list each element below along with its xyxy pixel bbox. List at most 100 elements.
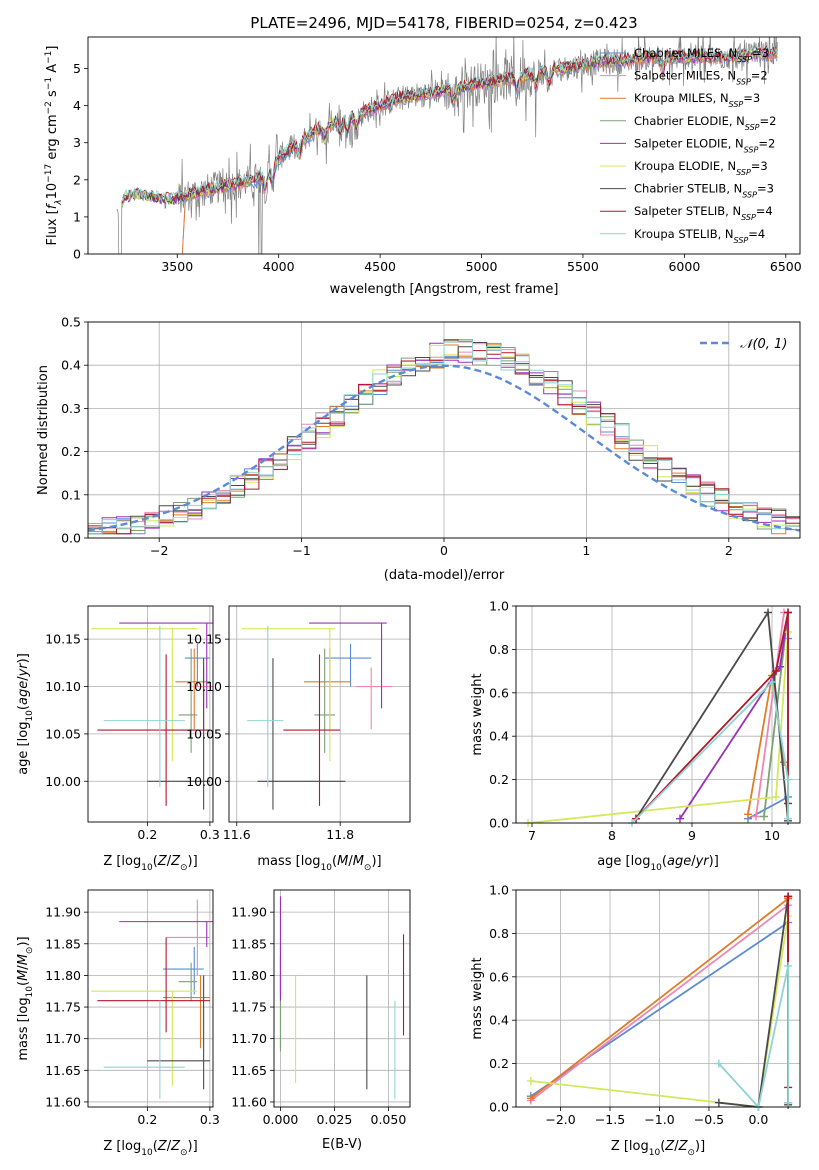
y-tick-label: 0.2 bbox=[489, 772, 509, 787]
y-tick-label: 11.90 bbox=[45, 905, 81, 920]
mass-weight-line-kroupa_elodie bbox=[530, 915, 789, 1107]
x-tick-label: 0.050 bbox=[371, 1112, 407, 1127]
residuals-x-label: (data-model)/error bbox=[384, 568, 505, 583]
age-vs-Z-panel: 0.2 0.3 10.00 10.05 10.10 10.15 Z [log10(Z/Z⊙)… bbox=[16, 605, 220, 873]
legend-label: Salpeter ELODIE, NSSP=2 bbox=[634, 136, 775, 154]
mass-weight-vs-Z-panel-y-label: mass weight bbox=[470, 957, 485, 1039]
axes-frame bbox=[515, 605, 801, 824]
y-tick-label: 0.0 bbox=[61, 531, 81, 546]
mass-weight-marker-kroupa_elodie bbox=[526, 1076, 535, 1085]
y-tick-label: 11.70 bbox=[45, 1031, 81, 1046]
x-tick-label: 0.000 bbox=[263, 1112, 299, 1127]
legend-label: Salpeter MILES, NSSP=2 bbox=[634, 69, 768, 87]
y-tick-label: 11.60 bbox=[231, 1094, 267, 1109]
y-tick-label: 11.85 bbox=[45, 936, 81, 951]
mass-weight-marker-kroupa_miles bbox=[526, 1094, 535, 1103]
normal-curve bbox=[88, 364, 800, 532]
mass-weight-line-kroupa_miles bbox=[530, 897, 789, 1100]
mass-weight-marker-kroupa_elodie bbox=[772, 792, 780, 801]
y-tick-label: 0.5 bbox=[61, 315, 81, 330]
mass-weight-line-salpeter_miles bbox=[755, 612, 785, 817]
x-tick-label: 6000 bbox=[668, 259, 700, 274]
mass-weight-marker-salpeter_stelib bbox=[772, 667, 780, 676]
legend-label: Chabrier ELODIE, NSSP=2 bbox=[634, 114, 776, 132]
residual-histogram-kroupa_stelib bbox=[88, 340, 800, 535]
legend-label: Chabrier STELIB, NSSP=3 bbox=[634, 182, 774, 200]
y-tick-label: 11.60 bbox=[45, 1094, 81, 1109]
x-tick-label: 0.0 bbox=[748, 1112, 768, 1127]
observed-spectrum bbox=[116, 37, 778, 254]
legend-label: Kroupa ELODIE, NSSP=3 bbox=[634, 159, 768, 177]
legend-label: Kroupa STELIB, NSSP=4 bbox=[634, 227, 765, 245]
x-tick-label: 4500 bbox=[364, 259, 396, 274]
legend-label: Kroupa MILES, NSSP=3 bbox=[634, 91, 760, 109]
y-tick-label: 10.00 bbox=[186, 774, 222, 789]
x-tick-label: 11.8 bbox=[326, 827, 354, 842]
axes-frame bbox=[228, 605, 411, 823]
mass-weight-marker-chabrier_stelib bbox=[764, 608, 772, 617]
age-vs-Z-x-label: Z [log10(Z/Z⊙)] bbox=[103, 854, 197, 873]
y-tick-label: 0.4 bbox=[61, 358, 81, 373]
y-tick-label: 0.8 bbox=[489, 642, 509, 657]
mass-weight-marker-salpeter_elodie bbox=[676, 814, 684, 823]
x-tick-label: 0.2 bbox=[137, 827, 157, 842]
y-tick-label: 0.2 bbox=[489, 1056, 509, 1071]
y-tick-label: 3 bbox=[73, 135, 81, 150]
y-tick-label: 10.00 bbox=[45, 774, 81, 789]
x-tick-label: 4000 bbox=[263, 259, 295, 274]
spectrum-x-label: wavelength [Angstrom, rest frame] bbox=[330, 282, 559, 297]
legend-label: Salpeter STELIB, NSSP=4 bbox=[634, 204, 773, 222]
model-spectrum-kroupa_stelib bbox=[122, 46, 778, 202]
mass-vs-ebv-x-label: E(B-V) bbox=[322, 1137, 362, 1152]
y-tick-label: 0.2 bbox=[61, 444, 81, 459]
y-tick-label: 11.90 bbox=[231, 905, 267, 920]
x-tick-label: −2 bbox=[150, 543, 168, 558]
mass-weight-vs-age-panel: 7 8 9 10 0.0 0.2 0.4 0.6 0.8 1.0 mass weight age [l… bbox=[470, 599, 801, 873]
age-vs-mass-panel: 11.6 11.8 10.00 10.05 10.10 10.15 mass [log10(… bbox=[186, 605, 411, 873]
mass-vs-ebv-panel: 0.000 0.025 0.050 11.60 11.65 11.70 11.75 11.80… bbox=[231, 889, 411, 1152]
y-tick-label: 0.0 bbox=[489, 1100, 509, 1115]
y-tick-label: 10.15 bbox=[186, 632, 222, 647]
y-tick-label: 10.05 bbox=[186, 726, 222, 741]
x-tick-label: −1.5 bbox=[595, 1112, 625, 1127]
y-tick-label: 10.10 bbox=[45, 679, 81, 694]
mass-weight-line-kroupa_stelib bbox=[718, 965, 789, 1107]
x-tick-label: 8 bbox=[608, 828, 616, 843]
spectrum-y-label: Flux [fλ10−17 erg cm−2 s−1 A−1] bbox=[44, 46, 64, 246]
axes-frame bbox=[87, 605, 214, 823]
age-vs-Z-y-label: age [log10(age/yr)] bbox=[16, 653, 35, 775]
y-tick-label: 11.80 bbox=[45, 968, 81, 983]
y-tick-label: 0.4 bbox=[489, 729, 509, 744]
y-tick-label: 10.10 bbox=[186, 679, 222, 694]
mass-weight-marker-kroupa_stelib bbox=[784, 814, 792, 823]
x-tick-label: 0.2 bbox=[137, 1112, 157, 1127]
mass-weight-marker-salpeter_stelib bbox=[784, 608, 792, 617]
x-tick-label: 0 bbox=[440, 543, 448, 558]
x-tick-label: 9 bbox=[688, 828, 696, 843]
x-tick-label: 5000 bbox=[466, 259, 498, 274]
mass-weight-marker-salpeter_miles bbox=[752, 812, 760, 821]
mass-weight-marker-kroupa_stelib bbox=[784, 961, 793, 970]
mass-weight-vs-age-panel-y-label: mass weight bbox=[470, 673, 485, 755]
mass-weight-marker-kroupa_stelib bbox=[784, 1098, 793, 1107]
y-tick-label: 0.4 bbox=[489, 1013, 509, 1028]
y-tick-label: 11.85 bbox=[231, 936, 267, 951]
mass-weight-line-salpeter_miles bbox=[530, 904, 789, 1102]
legend-label: Chabrier MILES, NSSP=3 bbox=[634, 46, 769, 64]
mass-weight-vs-Z-x-label: Z [log10(Z/Z⊙)] bbox=[611, 1139, 705, 1158]
y-tick-label: 11.65 bbox=[231, 1063, 267, 1078]
x-tick-label: 2 bbox=[725, 543, 733, 558]
axes-frame bbox=[87, 889, 214, 1108]
y-tick-label: 10.05 bbox=[45, 726, 81, 741]
mass-weight-line-salpeter_stelib bbox=[635, 612, 789, 820]
mass-weight-marker-salpeter_stelib bbox=[784, 892, 793, 901]
y-tick-label: 11.65 bbox=[45, 1063, 81, 1078]
y-tick-label: 11.80 bbox=[231, 968, 267, 983]
x-tick-label: −0.5 bbox=[694, 1112, 724, 1127]
mass-vs-Z-y-label: mass [log10(M/M⊙)] bbox=[16, 936, 35, 1060]
x-tick-label: 6500 bbox=[770, 259, 802, 274]
y-tick-label: 0.3 bbox=[61, 401, 81, 416]
x-tick-label: −1 bbox=[292, 543, 310, 558]
x-tick-label: 0.3 bbox=[200, 827, 220, 842]
